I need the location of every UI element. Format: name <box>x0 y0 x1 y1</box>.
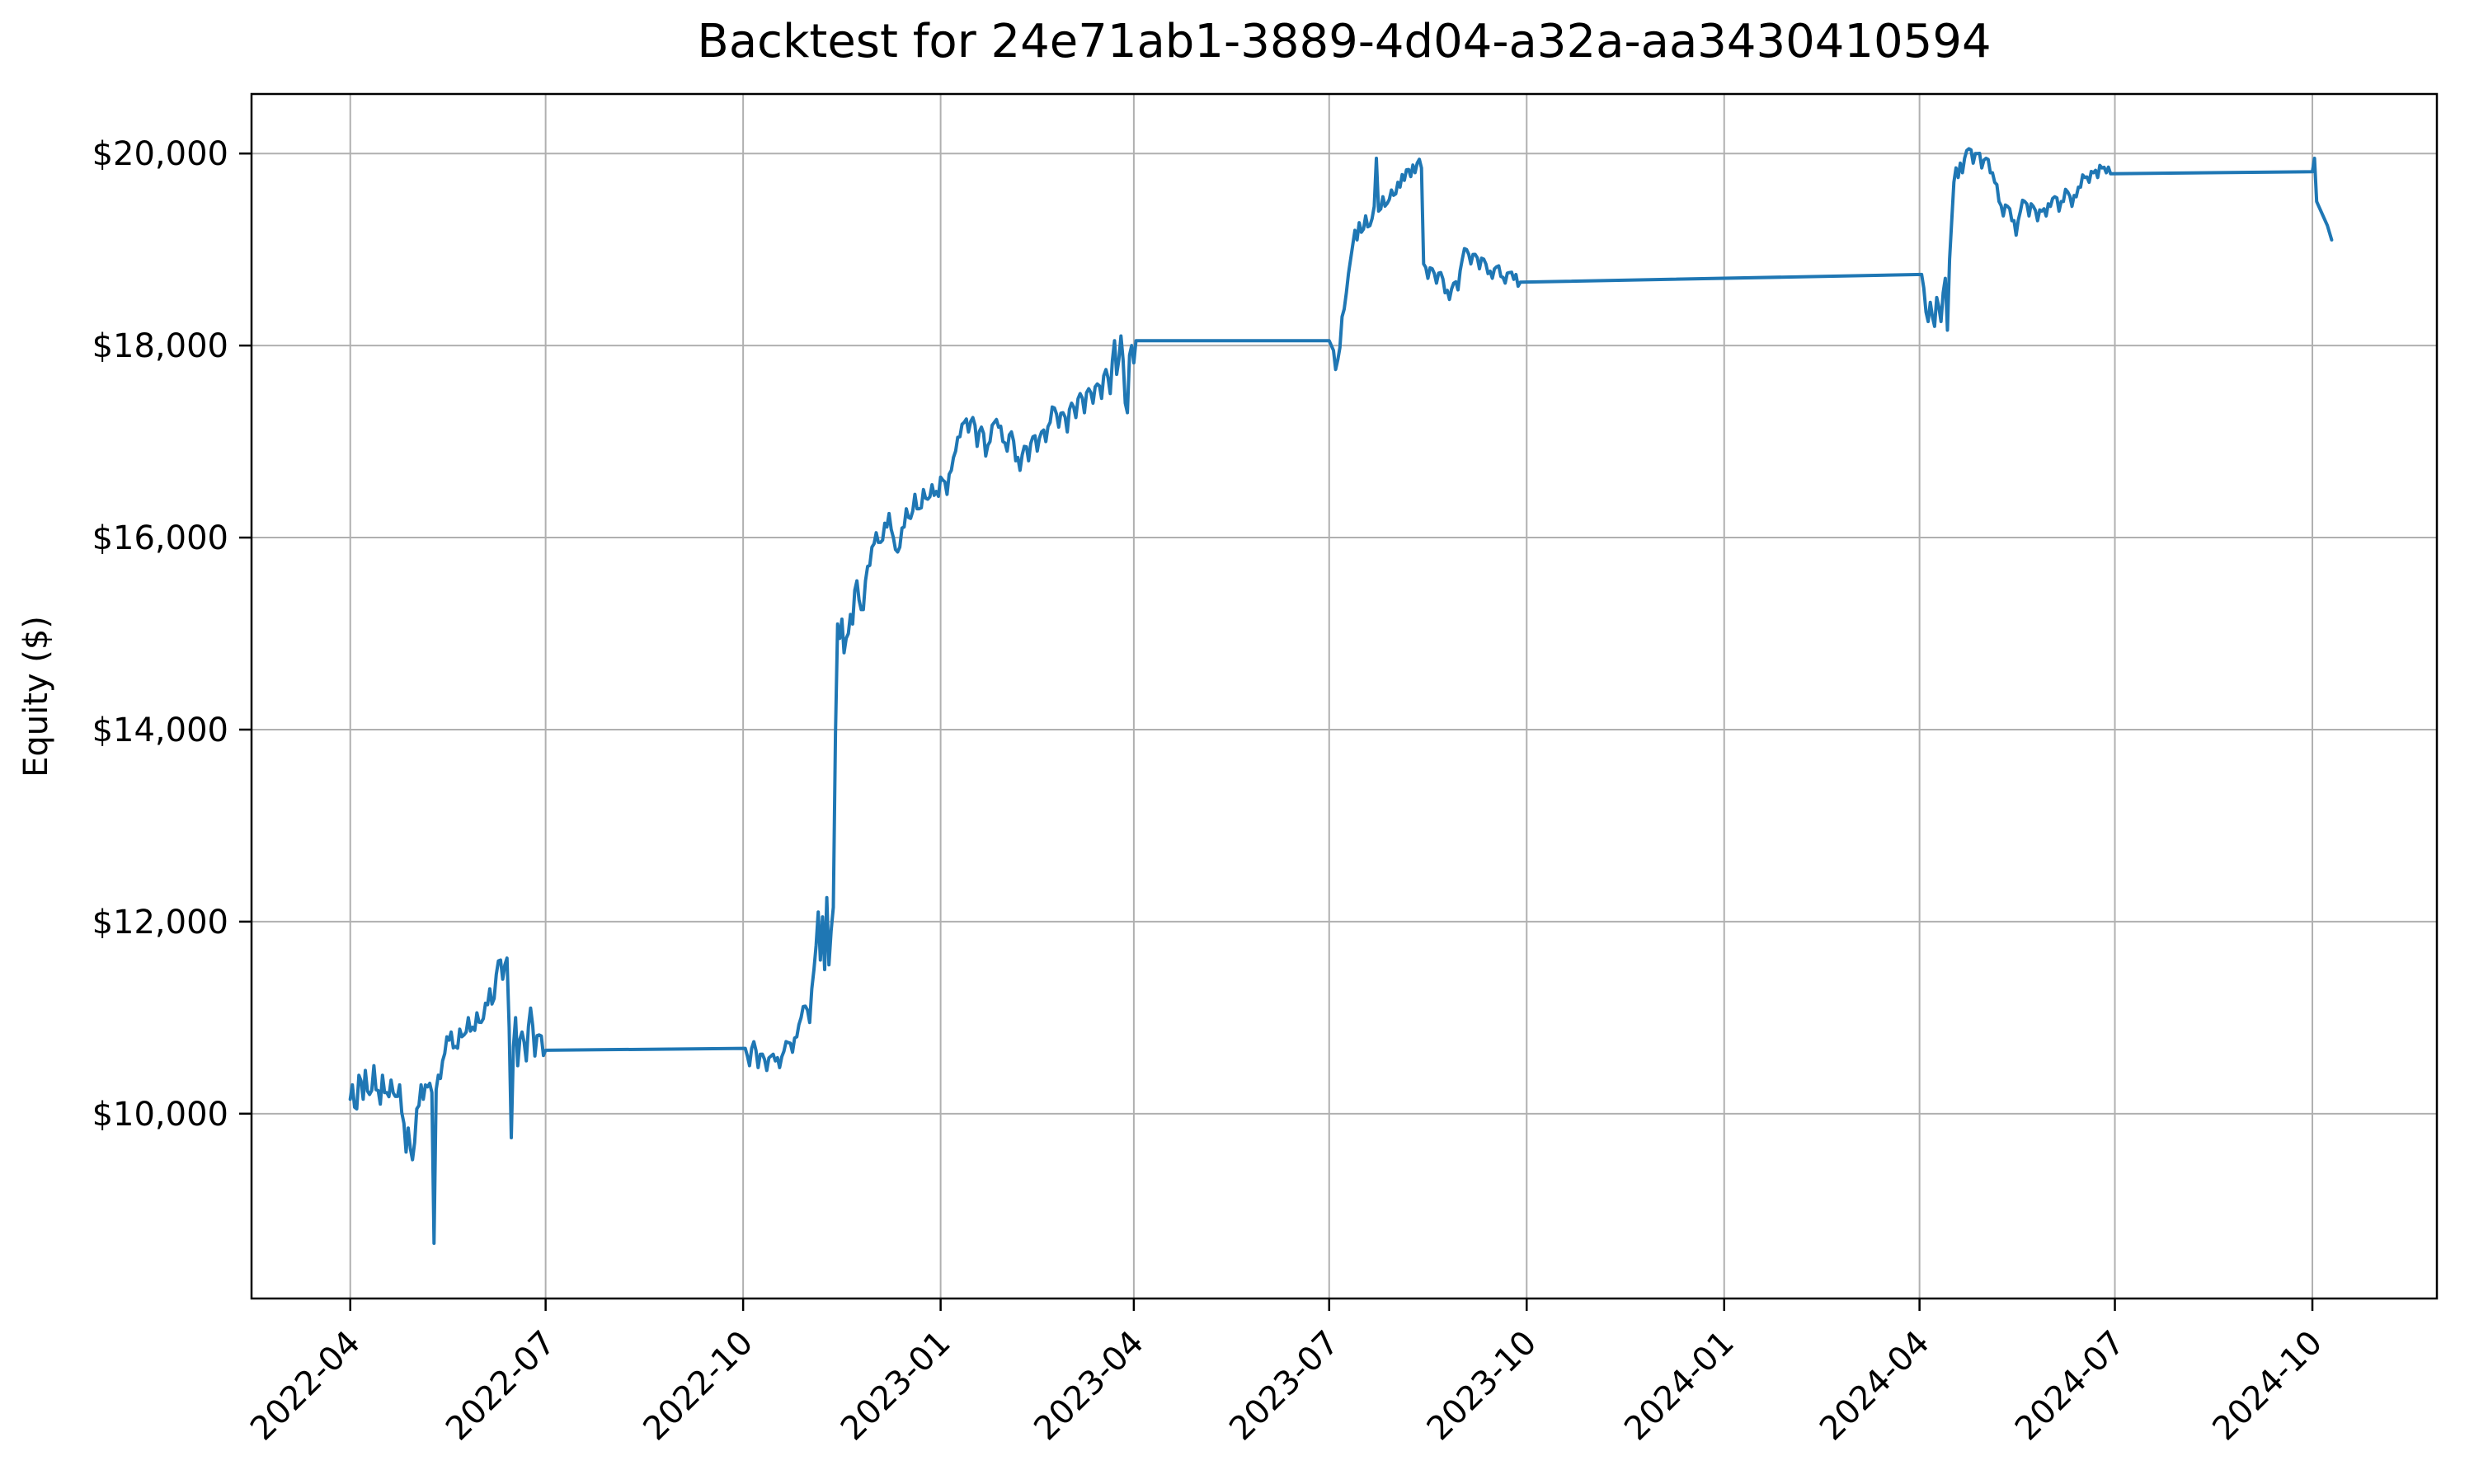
x-tick-label: 2022-07 <box>439 1324 563 1449</box>
y-tick-label: $18,000 <box>92 327 228 365</box>
x-tick-label: 2023-07 <box>1222 1324 1347 1449</box>
axes-layer: 2022-04 2022-07 2022-10 2023-01 2023-04 2023-… <box>92 92 2439 1449</box>
plot-border <box>250 92 2439 1300</box>
grid-layer <box>252 94 2437 1298</box>
x-tick-label: 2022-04 <box>243 1324 368 1449</box>
y-tick-label: $12,000 <box>92 904 228 942</box>
x-tick-label: 2024-01 <box>1617 1324 1742 1449</box>
series-layer <box>348 147 2334 1245</box>
y-axis-label: Equity ($) <box>17 616 55 777</box>
x-tick-label: 2022-10 <box>636 1324 760 1449</box>
y-tick-label: $14,000 <box>92 711 228 749</box>
chart-title: Backtest for 24e71ab1-3889-4d04-a32a-aa3… <box>697 15 1992 68</box>
y-tick-label: $10,000 <box>92 1096 228 1134</box>
x-tick-label: 2024-04 <box>1813 1324 1937 1449</box>
y-tick-label: $16,000 <box>92 519 228 557</box>
x-tick-label: 2024-10 <box>2205 1324 2330 1449</box>
y-tick-label: $20,000 <box>92 135 228 173</box>
x-tick-label: 2023-10 <box>1420 1324 1545 1449</box>
x-tick-label: 2024-07 <box>2008 1324 2133 1449</box>
x-tick-label: 2023-04 <box>1027 1324 1151 1449</box>
equity-line <box>348 147 2334 1245</box>
x-tick-label: 2023-01 <box>834 1324 958 1449</box>
